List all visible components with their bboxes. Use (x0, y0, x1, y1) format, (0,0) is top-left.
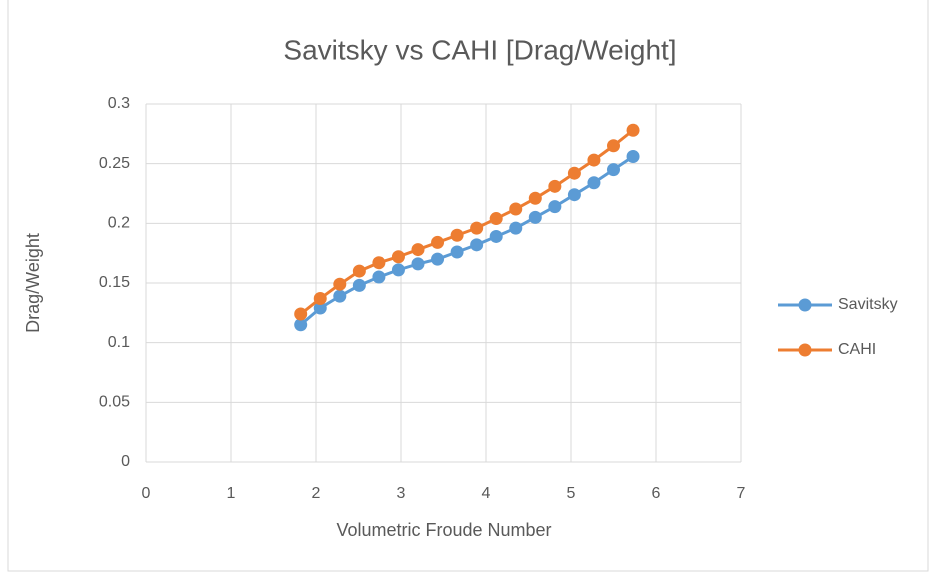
data-point (352, 264, 366, 278)
data-point (411, 243, 425, 257)
data-point (567, 188, 581, 202)
data-point (587, 176, 601, 190)
x-tick-label: 5 (567, 485, 576, 502)
data-point (509, 221, 523, 235)
x-tick-label: 3 (397, 485, 406, 502)
y-axis-title: Drag/Weight (23, 233, 43, 333)
data-point (313, 292, 327, 306)
data-point (450, 245, 464, 259)
data-point (294, 307, 308, 321)
legend-marker (798, 343, 812, 357)
data-point (489, 229, 503, 243)
data-point (391, 250, 405, 264)
data-point (509, 202, 523, 216)
data-point (607, 139, 620, 153)
data-point (313, 301, 327, 315)
legend-marker (798, 298, 812, 312)
data-point (528, 210, 542, 224)
data-point (626, 150, 640, 164)
y-tick-label: 0.2 (108, 215, 130, 232)
data-point (352, 278, 366, 292)
legend-label: CAHI (838, 341, 876, 358)
data-point (548, 200, 562, 214)
y-tick-label: 0.1 (108, 334, 130, 351)
x-tick-label: 1 (227, 485, 236, 502)
data-point (372, 270, 386, 284)
x-tick-label: 2 (312, 485, 321, 502)
data-point (294, 318, 308, 332)
data-point (528, 191, 542, 205)
data-point (372, 256, 386, 270)
data-point (489, 212, 503, 226)
chart-title: Savitsky vs CAHI [Drag/Weight] (283, 34, 676, 65)
y-tick-label: 0.05 (99, 394, 130, 411)
data-point (411, 257, 425, 271)
data-point (431, 235, 445, 249)
data-point (470, 221, 484, 235)
y-tick-label: 0 (121, 453, 130, 470)
data-point (587, 153, 601, 167)
y-tick-label: 0.3 (108, 95, 130, 112)
x-tick-label: 4 (482, 485, 491, 502)
x-tick-label: 7 (737, 485, 746, 502)
y-tick-label: 0.15 (99, 274, 130, 291)
legend-label: Savitsky (838, 296, 898, 313)
data-point (548, 179, 562, 193)
data-point (431, 252, 445, 266)
x-axis-title: Volumetric Froude Number (336, 520, 551, 540)
data-point (333, 277, 347, 291)
data-point (607, 163, 620, 177)
data-point (626, 123, 640, 137)
data-point (391, 263, 405, 277)
data-point (450, 228, 464, 242)
data-point (567, 166, 581, 180)
data-point (470, 238, 484, 252)
y-tick-label: 0.25 (99, 155, 130, 172)
data-point (333, 289, 347, 303)
chart-border (7, 0, 929, 572)
x-tick-label: 0 (142, 485, 151, 502)
x-tick-label: 6 (652, 485, 661, 502)
